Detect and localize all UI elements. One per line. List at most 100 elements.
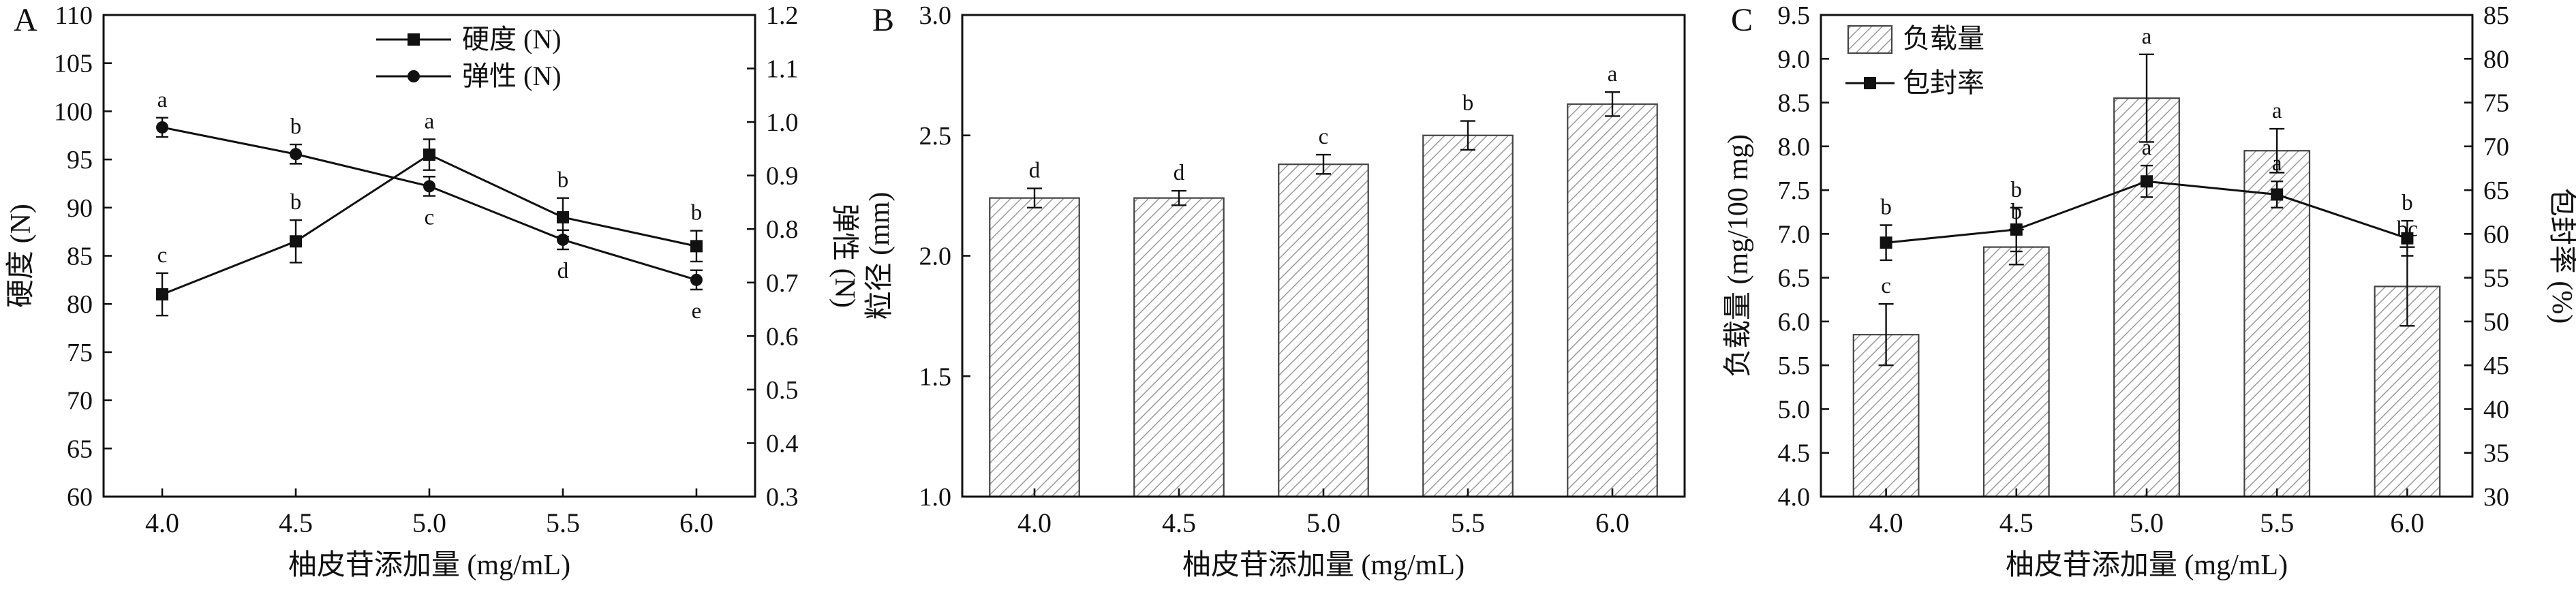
svg-text:75: 75 (67, 339, 93, 367)
svg-text:a: a (425, 109, 435, 134)
svg-text:4.5: 4.5 (1999, 508, 2034, 538)
svg-text:0.4: 0.4 (766, 429, 799, 458)
svg-text:粒径 (mm): 粒径 (mm) (864, 192, 895, 320)
panel-c-chart: cbaabcbbaab4.04.55.05.56.06.57.07.58.08.… (1723, 1, 2576, 581)
svg-text:110: 110 (55, 1, 93, 30)
svg-text:6.0: 6.0 (2390, 508, 2424, 538)
svg-text:3.0: 3.0 (919, 1, 952, 30)
svg-text:80: 80 (2483, 45, 2509, 74)
svg-text:5.0: 5.0 (1306, 508, 1340, 538)
svg-text:4.0: 4.0 (145, 508, 179, 538)
svg-text:5.5: 5.5 (1778, 352, 1811, 380)
svg-text:80: 80 (67, 290, 93, 319)
svg-text:9.5: 9.5 (1778, 1, 1811, 30)
svg-text:5.0: 5.0 (412, 508, 446, 538)
svg-text:4.0: 4.0 (1017, 508, 1052, 538)
svg-text:30: 30 (2483, 483, 2509, 512)
panel-letter-c: C (1731, 2, 1753, 38)
svg-text:b: b (2011, 178, 2023, 202)
svg-text:a: a (2272, 151, 2282, 176)
svg-text:b: b (1462, 91, 1474, 116)
svg-text:7.0: 7.0 (1778, 220, 1811, 249)
svg-text:1.5: 1.5 (919, 362, 952, 391)
svg-text:d: d (557, 259, 569, 283)
svg-text:75: 75 (2483, 89, 2509, 118)
svg-text:8.0: 8.0 (1778, 133, 1811, 161)
svg-text:4.5: 4.5 (279, 508, 313, 538)
svg-text:a: a (2272, 99, 2282, 123)
svg-text:100: 100 (54, 97, 93, 126)
svg-text:85: 85 (2483, 1, 2509, 30)
svg-text:6.5: 6.5 (1778, 264, 1811, 293)
svg-text:2.0: 2.0 (919, 243, 952, 271)
svg-text:6.0: 6.0 (1778, 308, 1811, 337)
svg-text:50: 50 (2483, 308, 2509, 337)
svg-text:c: c (1881, 274, 1891, 298)
panel-a: 60 65 70 75 80 85 90 95 100 105 110 0.3 0.4 0.5 0.6 0.7… (0, 0, 859, 592)
svg-text:弹性 (N): 弹性 (N) (829, 204, 859, 308)
svg-text:40: 40 (2483, 395, 2509, 424)
svg-text:0.7: 0.7 (766, 269, 799, 298)
svg-text:35: 35 (2483, 439, 2509, 468)
svg-text:5.5: 5.5 (546, 508, 580, 538)
svg-text:b: b (290, 190, 302, 215)
svg-text:6.0: 6.0 (1595, 508, 1629, 538)
svg-text:a: a (157, 88, 168, 112)
svg-text:60: 60 (2483, 220, 2509, 249)
svg-text:45: 45 (2483, 352, 2509, 380)
svg-text:85: 85 (67, 243, 93, 271)
svg-text:70: 70 (67, 387, 93, 416)
svg-text:70: 70 (2483, 133, 2509, 161)
svg-text:95: 95 (67, 146, 93, 174)
panel-a-chart: 60 65 70 75 80 85 90 95 100 105 110 0.3 0.4 0.5 0.6 0.7… (5, 1, 859, 581)
svg-text:包封率 (%): 包封率 (%) (2546, 188, 2576, 324)
panel-letter-b: B (872, 2, 895, 38)
svg-text:2.5: 2.5 (919, 122, 952, 151)
svg-text:b: b (691, 201, 703, 225)
svg-text:c: c (425, 206, 435, 230)
svg-text:5.5: 5.5 (1451, 508, 1485, 538)
svg-text:e: e (692, 299, 702, 324)
svg-text:负载量: 负载量 (1903, 23, 1984, 54)
svg-text:0.5: 0.5 (766, 376, 799, 405)
svg-text:c: c (157, 243, 168, 268)
svg-text:4.0: 4.0 (1869, 508, 1903, 538)
panel-c: cbaabcbbaab4.04.55.05.56.06.57.07.58.08.… (1717, 0, 2576, 592)
svg-text:包封率: 包封率 (1903, 67, 1984, 98)
svg-text:55: 55 (2483, 264, 2509, 293)
svg-text:0.9: 0.9 (766, 162, 799, 191)
svg-text:4.5: 4.5 (1162, 508, 1196, 538)
svg-text:d: d (1029, 159, 1041, 183)
panel-b-chart: d d c b a 1.0 1.5 2.0 2.5 3.0 4.0 4.5 5.0 5.5 6.0 柚皮苷添加… (864, 1, 1686, 581)
svg-text:柚皮苷添加量 (mg/mL): 柚皮苷添加量 (mg/mL) (288, 550, 570, 581)
svg-text:5.0: 5.0 (2130, 508, 2164, 538)
svg-text:柚皮苷添加量 (mg/mL): 柚皮苷添加量 (mg/mL) (2006, 550, 2288, 581)
svg-text:b: b (557, 168, 569, 193)
svg-text:0.8: 0.8 (766, 215, 799, 244)
svg-text:b: b (1880, 196, 1892, 220)
svg-text:6.0: 6.0 (679, 508, 714, 538)
svg-text:60: 60 (67, 483, 93, 512)
svg-text:柚皮苷添加量 (mg/mL): 柚皮苷添加量 (mg/mL) (1182, 550, 1465, 581)
svg-text:硬度 (N): 硬度 (N) (462, 24, 562, 54)
svg-text:9.0: 9.0 (1778, 45, 1811, 74)
svg-text:5.0: 5.0 (1778, 395, 1811, 424)
svg-text:0.6: 0.6 (766, 322, 799, 351)
svg-text:d: d (1174, 161, 1185, 185)
svg-text:1.0: 1.0 (766, 108, 799, 137)
svg-text:8.5: 8.5 (1778, 89, 1811, 118)
panel-b: d d c b a 1.0 1.5 2.0 2.5 3.0 4.0 4.5 5.0 5.5 6.0 柚皮苷添加… (859, 0, 1717, 592)
svg-text:105: 105 (54, 50, 93, 78)
svg-text:1.2: 1.2 (766, 1, 799, 30)
svg-text:1.0: 1.0 (919, 483, 952, 512)
svg-text:b: b (2402, 191, 2413, 215)
svg-text:65: 65 (67, 435, 93, 463)
svg-text:c: c (1319, 125, 1329, 149)
svg-text:a: a (1608, 62, 1618, 87)
svg-text:4.0: 4.0 (1778, 483, 1811, 512)
svg-text:5.5: 5.5 (2260, 508, 2294, 538)
svg-text:a: a (2142, 136, 2152, 160)
svg-text:0.3: 0.3 (766, 483, 799, 512)
svg-text:弹性 (N): 弹性 (N) (462, 61, 562, 91)
